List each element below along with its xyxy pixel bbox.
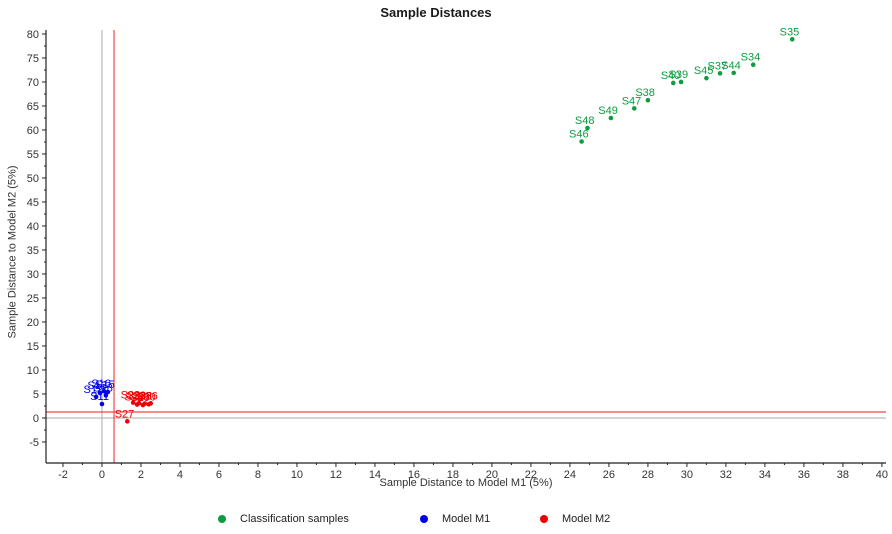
svg-text:45: 45 [27, 197, 39, 209]
svg-text:8: 8 [255, 469, 261, 481]
chart-title: Sample Distances [380, 5, 492, 20]
svg-text:55: 55 [27, 149, 39, 161]
svg-text:24: 24 [564, 469, 576, 481]
svg-text:10: 10 [27, 365, 39, 377]
x-axis-label: Sample Distance to Model M1 (5%) [379, 477, 553, 489]
legend: Classification samples Model M1 Model M2 [0, 512, 892, 532]
svg-text:S23: S23 [126, 390, 146, 402]
svg-text:20: 20 [27, 317, 39, 329]
svg-text:S29: S29 [130, 392, 150, 404]
svg-text:S47: S47 [622, 95, 642, 107]
svg-text:S38: S38 [635, 87, 655, 99]
svg-text:S35: S35 [780, 26, 800, 38]
svg-text:26: 26 [603, 469, 615, 481]
svg-text:0: 0 [99, 469, 105, 481]
svg-text:20: 20 [486, 469, 498, 481]
svg-text:30: 30 [681, 469, 693, 481]
svg-text:S48: S48 [575, 115, 595, 127]
svg-text:S12: S12 [84, 384, 104, 396]
legend-item-model-m1: Model M1 [420, 513, 490, 525]
svg-text:38: 38 [837, 469, 849, 481]
svg-text:S37: S37 [707, 60, 727, 72]
svg-text:S46: S46 [569, 129, 589, 141]
svg-text:5: 5 [33, 389, 39, 401]
svg-text:18: 18 [447, 469, 459, 481]
svg-text:80: 80 [27, 29, 39, 41]
svg-text:S13: S13 [87, 380, 107, 392]
svg-text:S22: S22 [121, 390, 141, 402]
svg-text:12: 12 [330, 469, 342, 481]
svg-text:S40: S40 [661, 70, 681, 82]
svg-text:S18: S18 [93, 382, 113, 394]
svg-text:S25: S25 [132, 391, 152, 403]
classification-samples-dot-icon [218, 515, 226, 523]
svg-text:S28: S28 [124, 392, 144, 404]
svg-text:28: 28 [642, 469, 654, 481]
svg-text:40: 40 [27, 221, 39, 233]
svg-text:30: 30 [27, 269, 39, 281]
svg-text:65: 65 [27, 101, 39, 113]
svg-text:10: 10 [291, 469, 303, 481]
model-m1-dot-icon [420, 515, 428, 523]
svg-text:S45: S45 [694, 65, 714, 77]
svg-text:22: 22 [525, 469, 537, 481]
svg-text:S30: S30 [136, 391, 156, 403]
svg-text:50: 50 [27, 173, 39, 185]
svg-text:6: 6 [216, 469, 222, 481]
svg-text:S11: S11 [90, 391, 109, 403]
svg-text:2: 2 [138, 469, 144, 481]
legend-label-model-m2: Model M2 [562, 513, 611, 525]
svg-text:16: 16 [408, 469, 420, 481]
svg-text:S39: S39 [668, 69, 688, 81]
svg-text:S27: S27 [115, 408, 135, 420]
svg-text:-2: -2 [58, 469, 68, 481]
legend-item-classification-samples: Classification samples [218, 513, 349, 525]
svg-text:S16: S16 [91, 378, 111, 390]
svg-text:60: 60 [27, 125, 39, 137]
svg-text:32: 32 [720, 469, 732, 481]
legend-item-model-m2: Model M2 [540, 513, 610, 525]
svg-text:25: 25 [27, 293, 39, 305]
svg-text:S15: S15 [95, 379, 115, 391]
svg-text:35: 35 [27, 245, 39, 257]
legend-label-model-m1: Model M1 [442, 513, 491, 525]
model-m2-dot-icon [540, 515, 548, 523]
legend-label-classification-samples: Classification samples [240, 513, 349, 525]
svg-text:S34: S34 [741, 52, 761, 64]
svg-text:0: 0 [33, 413, 39, 425]
svg-text:40: 40 [876, 469, 888, 481]
svg-text:70: 70 [27, 77, 39, 89]
svg-text:36: 36 [798, 469, 810, 481]
svg-text:34: 34 [759, 469, 771, 481]
svg-text:4: 4 [177, 469, 183, 481]
svg-text:S44: S44 [721, 60, 741, 72]
svg-text:S26: S26 [138, 390, 158, 402]
svg-text:14: 14 [369, 469, 381, 481]
svg-text:75: 75 [27, 53, 39, 65]
svg-text:15: 15 [27, 341, 39, 353]
svg-text:-5: -5 [29, 437, 39, 449]
svg-text:S49: S49 [598, 105, 618, 117]
